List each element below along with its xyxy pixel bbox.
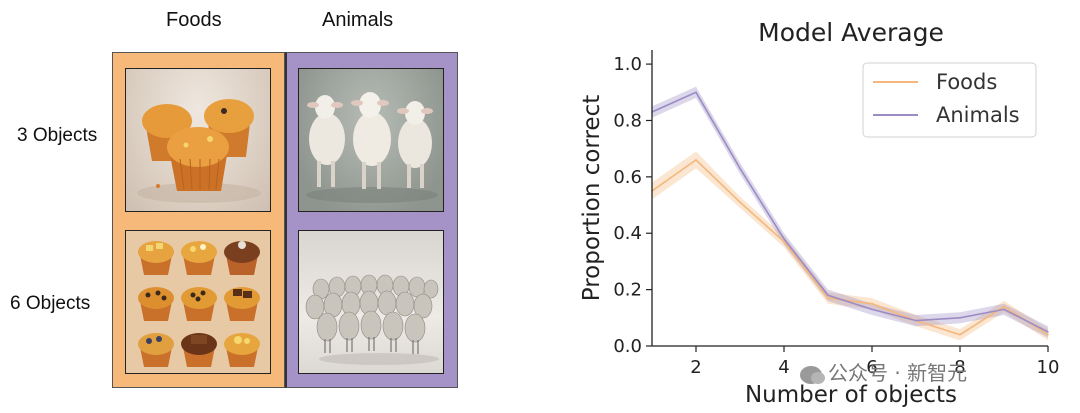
row-label-3-objects: 3 Objects bbox=[17, 125, 98, 146]
data-point-animals bbox=[959, 317, 961, 319]
y-axis-label: Proportion correct bbox=[579, 95, 605, 302]
series-line-foods bbox=[651, 158, 1049, 336]
data-point-foods bbox=[827, 297, 829, 299]
data-point-foods bbox=[1003, 305, 1005, 308]
legend-label-foods: Foods bbox=[936, 70, 997, 94]
chart-legend: Foods Animals bbox=[862, 62, 1037, 138]
y-tick-label: 0.2 bbox=[613, 280, 642, 301]
watermark: 公众号 · 新智元 bbox=[800, 357, 967, 386]
data-point-animals bbox=[783, 238, 785, 240]
x-tick-label: 8 bbox=[954, 357, 965, 378]
data-point-animals bbox=[695, 91, 697, 94]
data-point-foods bbox=[959, 333, 961, 336]
data-point-animals bbox=[915, 319, 917, 322]
data-point-foods bbox=[695, 159, 697, 161]
data-point-foods bbox=[1047, 333, 1049, 336]
x-tick-label: 10 bbox=[1037, 357, 1060, 378]
y-tick-label: 0.6 bbox=[613, 167, 642, 188]
data-point-animals bbox=[739, 167, 741, 170]
line-chart: Model Average 0.00.20.40.60.81.0 2 4 6 8 10 … bbox=[579, 18, 1060, 408]
data-point-foods bbox=[871, 302, 873, 305]
data-point-animals bbox=[871, 308, 873, 311]
wechat-icon bbox=[800, 365, 825, 384]
y-tick-label: 0.4 bbox=[613, 223, 642, 244]
data-point-foods bbox=[739, 201, 741, 204]
legend-label-animals: Animals bbox=[936, 103, 1020, 127]
x-tick-label: 6 bbox=[866, 357, 877, 378]
image-3-muffins bbox=[125, 68, 271, 212]
x-tick-label: 4 bbox=[778, 357, 789, 378]
data-point-animals bbox=[827, 294, 829, 297]
data-point-foods bbox=[783, 240, 785, 243]
data-point-animals bbox=[1047, 331, 1049, 333]
image-flock-of-sheep bbox=[298, 230, 444, 374]
y-tick-label: 1.0 bbox=[613, 54, 642, 75]
series-line-animals bbox=[651, 91, 1049, 333]
y-tick-label: 0.8 bbox=[613, 110, 642, 131]
column-header-foods: Foods bbox=[166, 9, 222, 31]
data-point-animals bbox=[1003, 308, 1005, 311]
y-tick-label: 0.0 bbox=[613, 336, 642, 357]
image-9-muffins bbox=[125, 230, 271, 374]
chart-title: Model Average bbox=[758, 18, 944, 47]
row-label-6-objects: 6 Objects bbox=[10, 293, 91, 314]
watermark-text: 公众号 · 新智元 bbox=[828, 361, 968, 385]
x-tick-label: 2 bbox=[690, 357, 701, 378]
x-axis-label: Number of objects bbox=[745, 382, 957, 408]
column-header-animals: Animals bbox=[322, 9, 394, 31]
image-3-sheep bbox=[298, 68, 444, 212]
